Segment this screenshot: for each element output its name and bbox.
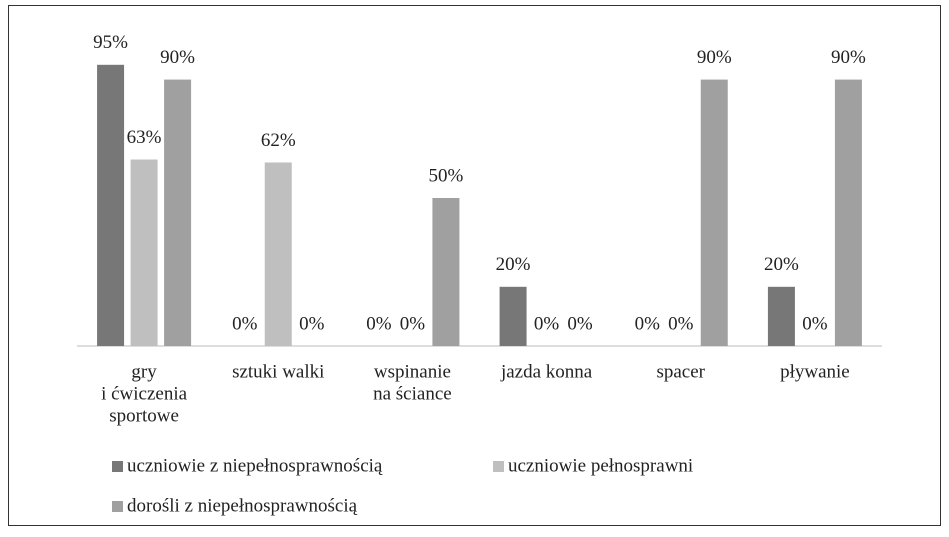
value-label: 90% bbox=[831, 47, 866, 68]
legend-label: dorośli z niepełnosprawnością bbox=[127, 495, 358, 516]
x-tick-label: i ćwiczenia bbox=[101, 383, 188, 404]
value-label: 62% bbox=[261, 130, 296, 151]
value-label: 63% bbox=[127, 127, 162, 148]
value-label: 0% bbox=[802, 313, 828, 334]
x-tick-label: sztuki walki bbox=[232, 361, 324, 382]
bar bbox=[432, 198, 460, 346]
value-label: 20% bbox=[496, 254, 531, 275]
x-tick-label: wspinanie bbox=[374, 361, 451, 382]
value-label: 0% bbox=[366, 313, 392, 334]
x-tick-label: na ściance bbox=[373, 383, 452, 404]
x-tick-label: spacer bbox=[656, 361, 705, 382]
bar bbox=[499, 286, 527, 346]
x-tick-label: jazda konna bbox=[500, 361, 593, 382]
bar bbox=[700, 79, 728, 346]
bar bbox=[834, 79, 862, 346]
value-label: 50% bbox=[429, 165, 464, 186]
bar bbox=[767, 286, 795, 346]
bar bbox=[164, 79, 192, 346]
value-label: 0% bbox=[299, 313, 325, 334]
legend-swatch bbox=[112, 461, 123, 472]
legend-label: uczniowie pełnosprawni bbox=[508, 455, 693, 476]
chart-frame bbox=[8, 5, 941, 526]
value-label: 0% bbox=[635, 313, 661, 334]
value-label: 0% bbox=[534, 313, 560, 334]
x-tick-label: pływanie bbox=[780, 361, 850, 382]
value-label: 90% bbox=[697, 47, 732, 68]
legend-swatch bbox=[112, 501, 123, 512]
legend-label: uczniowie z niepełnosprawnością bbox=[127, 455, 383, 476]
value-label: 90% bbox=[160, 47, 195, 68]
x-tick-label: gry bbox=[131, 361, 157, 382]
value-label: 0% bbox=[232, 313, 258, 334]
bar bbox=[130, 159, 158, 346]
value-label: 95% bbox=[93, 32, 128, 53]
bar bbox=[97, 64, 125, 347]
value-label: 0% bbox=[567, 313, 593, 334]
x-tick-label: sportowe bbox=[109, 405, 179, 426]
value-label: 0% bbox=[668, 313, 694, 334]
bar bbox=[264, 162, 292, 346]
value-label: 0% bbox=[400, 313, 426, 334]
legend-swatch bbox=[493, 461, 504, 472]
value-label: 20% bbox=[764, 254, 799, 275]
